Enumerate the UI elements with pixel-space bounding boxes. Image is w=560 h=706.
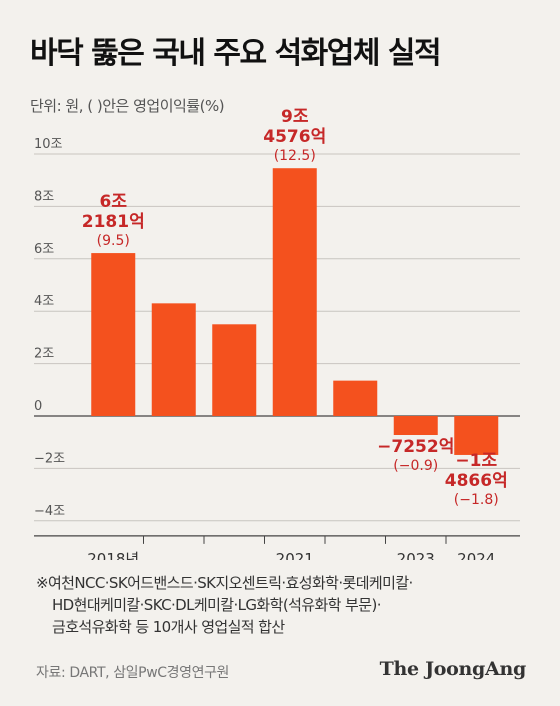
bar <box>272 168 317 416</box>
data-label: 4866억 <box>445 471 508 491</box>
x-tick-label: 2024 <box>457 550 495 560</box>
data-label: 4576억 <box>263 127 326 147</box>
data-label: 6조 <box>100 192 128 212</box>
y-tick-label: 10조 <box>34 137 63 152</box>
margin-label: (9.5) <box>97 233 130 249</box>
footnote-line-2: HD현대케미칼·SKC·DL케미칼·LG화학(석유화학 부문)· <box>52 596 381 614</box>
data-label: −7252억 <box>377 437 454 457</box>
bar <box>151 303 196 416</box>
y-tick-label: 0 <box>34 399 42 414</box>
footnote-line-1: ※여천NCC·SK어드밴스드·SK지오센트릭·효성화학·롯데케미칼· <box>36 574 413 592</box>
x-tick-label: 2021 <box>276 550 314 560</box>
margin-label: (12.5) <box>274 148 316 164</box>
y-tick-label: −4조 <box>34 504 65 519</box>
data-label: −1조 <box>455 451 497 471</box>
data-label: 2181억 <box>82 212 145 232</box>
y-tick-label: −2조 <box>34 451 65 466</box>
bar <box>333 380 378 416</box>
footnote: ※여천NCC·SK어드밴스드·SK지오센트릭·효성화학·롯데케미칼· HD현대케… <box>36 572 516 638</box>
bar <box>454 416 499 455</box>
footnote-line-3: 금호석유화학 등 10개사 영업실적 합산 <box>52 618 285 636</box>
page-title: 바닥 뚫은 국내 주요 석화업체 실적 <box>30 36 442 71</box>
bar <box>91 253 136 416</box>
source-text: 자료: DART, 삼일PwC경영연구원 <box>36 665 230 681</box>
brand-logo: The JoongAng <box>379 658 527 680</box>
margin-label: (−1.8) <box>454 492 499 508</box>
x-tick-label: 2023 <box>397 550 435 560</box>
y-tick-label: 6조 <box>34 242 54 257</box>
bar-chart: 10조8조6조4조2조0−2조−4조2018년6조2181억(9.5)20219… <box>34 107 520 560</box>
unit-note: 단위: 원, ( )안은 영업이익률(%) <box>30 97 225 115</box>
data-label: 9조 <box>281 107 309 127</box>
margin-label: (−0.9) <box>393 458 438 474</box>
y-tick-label: 2조 <box>34 347 54 362</box>
y-tick-label: 8조 <box>34 189 54 204</box>
bar <box>212 324 257 416</box>
bar <box>393 416 438 436</box>
y-tick-label: 4조 <box>34 294 54 309</box>
x-tick-label: 2018년 <box>87 550 139 560</box>
